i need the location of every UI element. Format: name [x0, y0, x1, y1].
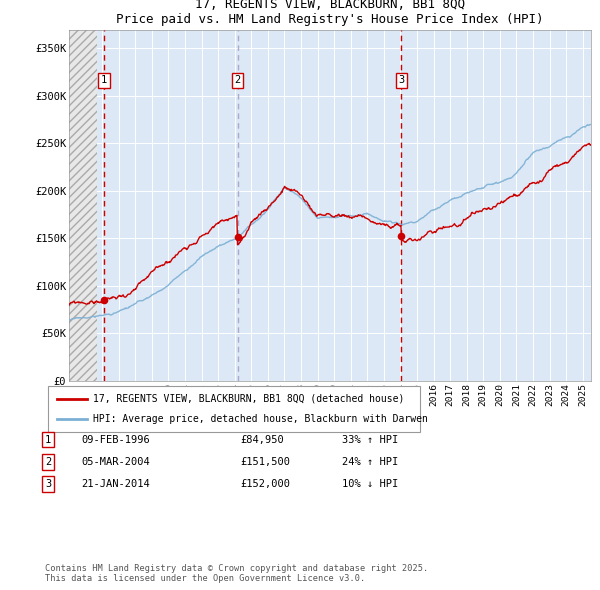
Text: 24% ↑ HPI: 24% ↑ HPI	[342, 457, 398, 467]
Text: £152,000: £152,000	[240, 480, 290, 489]
Bar	[69, 30, 97, 381]
Text: £84,950: £84,950	[240, 435, 284, 444]
Text: 05-MAR-2004: 05-MAR-2004	[81, 457, 150, 467]
Text: HPI: Average price, detached house, Blackburn with Darwen: HPI: Average price, detached house, Blac…	[93, 414, 428, 424]
Text: £151,500: £151,500	[240, 457, 290, 467]
Text: 09-FEB-1996: 09-FEB-1996	[81, 435, 150, 444]
Text: 10% ↓ HPI: 10% ↓ HPI	[342, 480, 398, 489]
Text: Contains HM Land Registry data © Crown copyright and database right 2025.
This d: Contains HM Land Registry data © Crown c…	[45, 563, 428, 583]
Text: 3: 3	[398, 76, 404, 86]
Text: 21-JAN-2014: 21-JAN-2014	[81, 480, 150, 489]
Text: 1: 1	[45, 435, 51, 444]
Title: 17, REGENTS VIEW, BLACKBURN, BB1 8QQ
Price paid vs. HM Land Registry's House Pri: 17, REGENTS VIEW, BLACKBURN, BB1 8QQ Pri…	[116, 0, 544, 25]
Text: 2: 2	[45, 457, 51, 467]
Text: 1: 1	[101, 76, 107, 86]
Text: 2: 2	[235, 76, 241, 86]
Text: 33% ↑ HPI: 33% ↑ HPI	[342, 435, 398, 444]
Text: 17, REGENTS VIEW, BLACKBURN, BB1 8QQ (detached house): 17, REGENTS VIEW, BLACKBURN, BB1 8QQ (de…	[93, 394, 404, 404]
Text: 3: 3	[45, 480, 51, 489]
